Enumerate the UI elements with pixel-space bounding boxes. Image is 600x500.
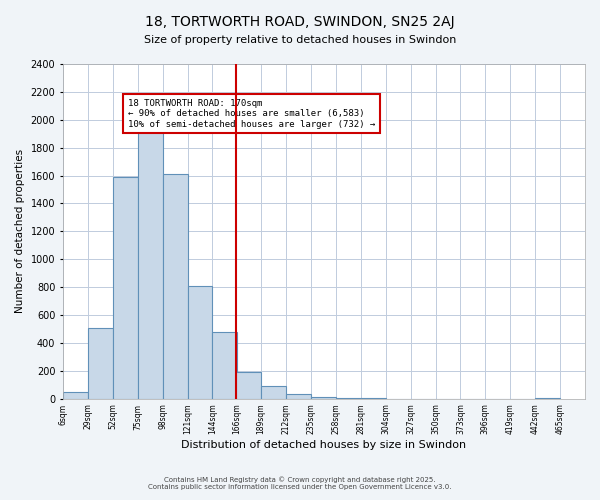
Bar (113, 177, 137, 398)
Text: 18, TORTWORTH ROAD, SWINDON, SN25 2AJ: 18, TORTWORTH ROAD, SWINDON, SN25 2AJ (145, 15, 455, 29)
Bar (63, 392, 88, 398)
Bar (286, 394, 311, 398)
Y-axis label: Number of detached properties: Number of detached properties (15, 150, 25, 314)
Bar (88, 328, 113, 398)
Text: Contains HM Land Registry data © Crown copyright and database right 2025.
Contai: Contains HM Land Registry data © Crown c… (148, 476, 452, 490)
Text: 18 TORTWORTH ROAD: 170sqm
← 90% of detached houses are smaller (6,583)
10% of se: 18 TORTWORTH ROAD: 170sqm ← 90% of detac… (128, 99, 375, 128)
Bar (236, 372, 261, 398)
X-axis label: Distribution of detached houses by size in Swindon: Distribution of detached houses by size … (181, 440, 467, 450)
Bar (163, 174, 188, 398)
Bar (188, 286, 212, 399)
Bar (261, 386, 286, 398)
Bar (137, 126, 163, 398)
Text: Size of property relative to detached houses in Swindon: Size of property relative to detached ho… (144, 35, 456, 45)
Bar (212, 332, 238, 398)
